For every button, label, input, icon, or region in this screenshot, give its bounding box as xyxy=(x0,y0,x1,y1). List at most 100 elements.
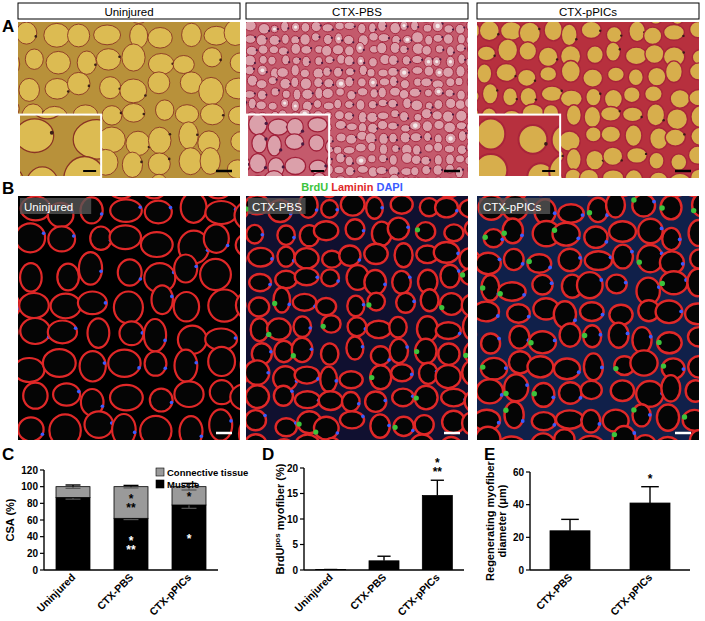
myofiber xyxy=(608,67,625,82)
myofiber xyxy=(465,219,468,237)
brdu-nucleus xyxy=(460,272,465,277)
nucleus xyxy=(660,227,664,231)
axis-title-part: diameter (μm) xyxy=(496,484,508,557)
myofiber xyxy=(246,91,255,99)
myofiber xyxy=(209,409,232,440)
brdu-nucleus xyxy=(366,302,371,307)
myofiber xyxy=(625,47,647,65)
category-label: CTX-pPICs xyxy=(147,571,194,618)
myofiber xyxy=(246,360,269,384)
nucleus xyxy=(516,98,518,100)
tick-label: 0 xyxy=(32,565,38,576)
nucleus xyxy=(352,104,354,106)
nucleus xyxy=(265,94,267,96)
nucleus xyxy=(332,29,334,31)
myofiber xyxy=(344,35,354,44)
category-label: Uninjured xyxy=(292,571,335,614)
nucleus xyxy=(619,110,621,112)
nucleus xyxy=(118,55,121,58)
myofiber xyxy=(346,337,363,360)
myofiber xyxy=(378,69,389,77)
nucleus xyxy=(397,69,399,71)
myofiber xyxy=(566,105,581,126)
myofiber xyxy=(411,22,419,31)
myofiber xyxy=(182,23,202,46)
myofiber xyxy=(540,67,557,82)
nucleus xyxy=(432,106,434,108)
myofiber xyxy=(458,22,467,23)
nucleus xyxy=(310,47,312,49)
axis-title: Regenerating myofiberdiameter (μm) xyxy=(484,460,508,581)
myofiber xyxy=(468,89,469,98)
myofiber xyxy=(625,125,642,147)
myofiber xyxy=(440,437,463,440)
nucleus xyxy=(332,59,334,61)
myofiber xyxy=(552,124,560,155)
brdu-nucleus xyxy=(612,432,617,437)
nucleus xyxy=(600,366,604,370)
myofiber xyxy=(538,47,558,67)
myofiber xyxy=(368,155,376,163)
nucleus xyxy=(663,119,665,121)
nucleus xyxy=(229,419,233,423)
nucleus xyxy=(430,138,432,140)
nucleus xyxy=(266,371,270,375)
tick-label: 60 xyxy=(27,515,39,526)
myofiber xyxy=(291,65,299,76)
error-bar xyxy=(561,519,579,530)
myofiber xyxy=(479,22,499,41)
nucleus xyxy=(682,35,684,37)
myofiber xyxy=(259,24,270,35)
nucleus xyxy=(234,336,238,340)
nucleus xyxy=(42,231,46,235)
myofiber xyxy=(400,45,408,54)
myofiber xyxy=(319,391,343,410)
nucleus xyxy=(140,161,143,164)
myofiber xyxy=(447,46,455,56)
bar xyxy=(630,503,670,570)
myofiber xyxy=(436,365,461,388)
myofiber xyxy=(355,143,366,152)
nucleus xyxy=(266,71,268,73)
myofiber xyxy=(98,127,125,153)
myofiber xyxy=(140,196,169,198)
myofiber xyxy=(477,379,503,403)
nucleus xyxy=(383,399,387,403)
myofiber xyxy=(301,46,312,55)
myofiber xyxy=(554,429,574,440)
nucleus xyxy=(104,301,108,305)
nucleus xyxy=(77,390,81,394)
myofiber xyxy=(323,102,334,110)
myofiber xyxy=(301,23,310,33)
myofiber xyxy=(390,42,400,53)
myofiber xyxy=(496,64,517,82)
myofiber xyxy=(504,374,528,401)
nucleus xyxy=(352,162,354,164)
nucleus xyxy=(452,113,454,115)
significance: ** xyxy=(126,501,136,515)
nucleus xyxy=(453,93,455,95)
nucleus xyxy=(361,345,365,349)
brdu-nucleus xyxy=(587,210,592,215)
legend: Connective tissueMuscle xyxy=(156,467,248,490)
myofiber xyxy=(559,382,582,403)
myofiber xyxy=(457,145,466,155)
bar xyxy=(56,487,90,498)
inset-frame xyxy=(247,115,329,177)
myofiber xyxy=(269,46,278,54)
myofiber xyxy=(601,126,621,142)
myofiber xyxy=(690,249,699,268)
brdu-nucleus xyxy=(439,305,444,310)
error-bar xyxy=(431,480,444,495)
vacuole xyxy=(283,102,286,105)
myofiber xyxy=(19,78,40,101)
myofiber xyxy=(379,78,389,86)
nucleus xyxy=(88,85,91,88)
nucleus xyxy=(376,84,378,86)
tick-label: 80 xyxy=(27,498,39,509)
nucleus xyxy=(163,339,167,343)
myofiber xyxy=(332,45,343,55)
myofiber xyxy=(325,56,334,64)
nucleus xyxy=(269,350,273,354)
nucleus xyxy=(309,61,311,63)
